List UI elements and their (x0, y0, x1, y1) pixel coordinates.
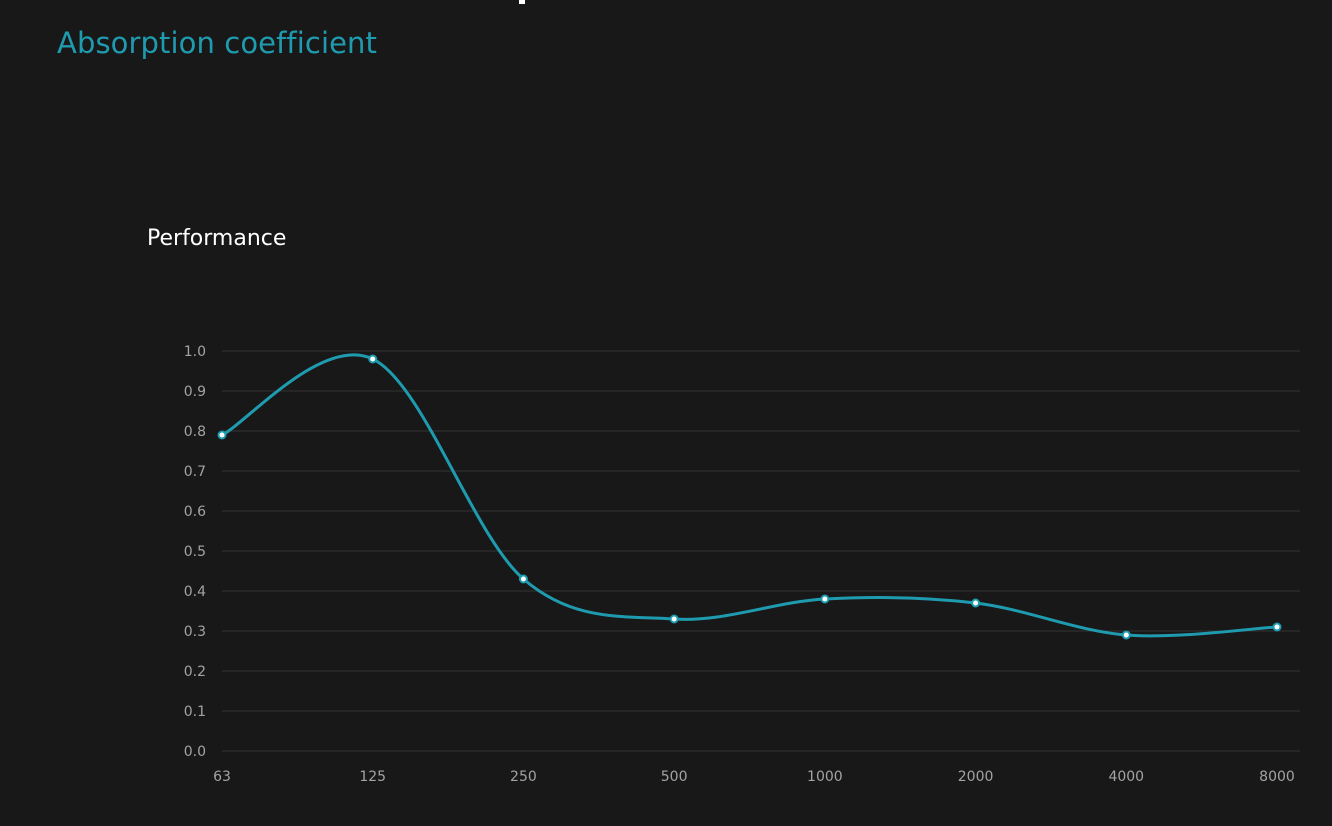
y-tick-label: 0.5 (184, 544, 206, 560)
data-point[interactable] (1272, 622, 1282, 632)
x-tick-label: 250 (510, 769, 537, 785)
y-tick-label: 0.0 (184, 744, 206, 760)
x-tick-label: 8000 (1259, 769, 1295, 785)
chart-title: Performance (147, 226, 287, 251)
data-point[interactable] (669, 614, 679, 624)
y-tick-label: 1.0 (184, 344, 206, 360)
y-tick-label: 0.7 (184, 464, 206, 480)
data-point[interactable] (217, 430, 227, 440)
data-point[interactable] (518, 574, 528, 584)
y-tick-label: 0.1 (184, 704, 206, 720)
series-line (220, 353, 1279, 638)
y-tick-label: 0.6 (184, 504, 206, 520)
data-point[interactable] (820, 594, 830, 604)
data-point[interactable] (368, 354, 378, 364)
series-layer (220, 353, 1279, 638)
x-tick-label: 2000 (958, 769, 994, 785)
data-point[interactable] (1121, 630, 1131, 640)
y-axis-ticks: 0.0 0.1 0.2 0.3 0.4 0.5 0.6 0.7 0.8 0.9 1.0 (184, 344, 206, 760)
y-tick-label: 0.9 (184, 384, 206, 400)
y-tick-label: 0.8 (184, 424, 206, 440)
x-tick-label: 4000 (1108, 769, 1144, 785)
x-tick-label: 1000 (807, 769, 843, 785)
data-points (217, 354, 1282, 640)
x-tick-label: 125 (359, 769, 386, 785)
x-tick-label: 500 (661, 769, 688, 785)
x-axis-ticks: 63 125 250 500 1000 2000 4000 8000 (213, 769, 1295, 785)
y-tick-label: 0.2 (184, 664, 206, 680)
y-tick-label: 0.3 (184, 624, 206, 640)
y-tick-label: 0.4 (184, 584, 206, 600)
section-heading: Absorption coefficient (57, 26, 377, 60)
clipped-title-fragment (519, 0, 525, 4)
grid-layer (222, 350, 1300, 752)
x-tick-label: 63 (213, 769, 231, 785)
data-point[interactable] (971, 598, 981, 608)
